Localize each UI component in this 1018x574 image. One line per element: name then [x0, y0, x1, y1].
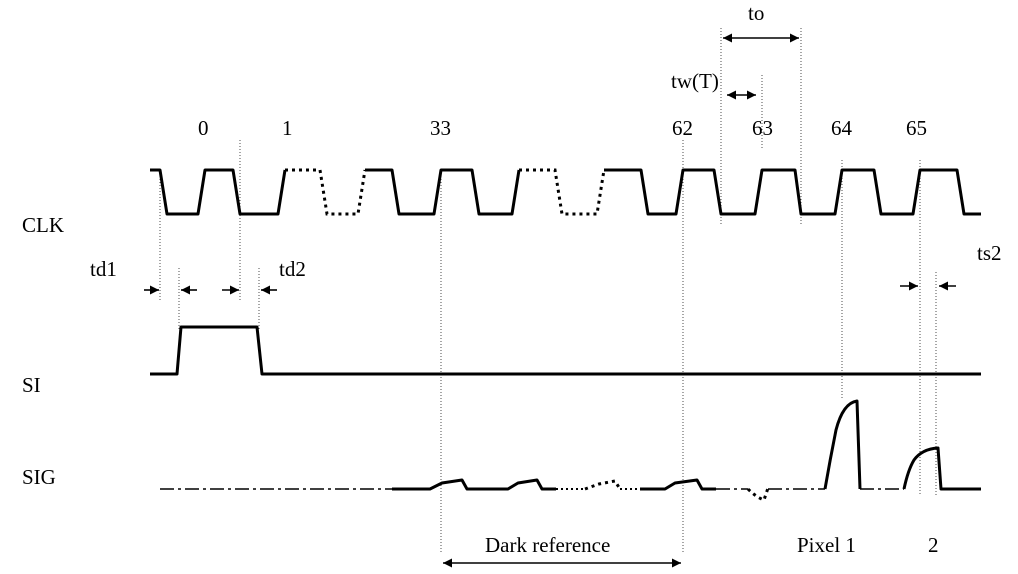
- clk-label: CLK: [22, 213, 64, 237]
- clock-label-62: 62: [672, 116, 693, 140]
- clock-label-64: 64: [831, 116, 853, 140]
- guide-lines: [159, 28, 937, 552]
- tw-label: tw(T): [671, 69, 719, 93]
- clock-label-1: 1: [282, 116, 293, 140]
- ts2-label: ts2: [977, 241, 1002, 265]
- clock-label-0: 0: [198, 116, 209, 140]
- sig-waveform: [160, 399, 981, 502]
- clk-waveform: [150, 168, 981, 216]
- to-label: to: [748, 1, 764, 25]
- pixel2-label: 2: [928, 533, 939, 557]
- si-waveform: [150, 325, 981, 376]
- dark-reference-label: Dark reference: [485, 533, 610, 557]
- clock-cycle-labels: 0 1 33 62 63 64 65: [198, 116, 927, 140]
- td1-label: td1: [90, 257, 117, 281]
- timing-arrows: [144, 33, 956, 568]
- pixel1-label: Pixel 1: [797, 533, 856, 557]
- clock-label-33: 33: [430, 116, 451, 140]
- sig-label: SIG: [22, 465, 56, 489]
- si-label: SI: [22, 373, 41, 397]
- clock-label-63: 63: [752, 116, 773, 140]
- td2-label: td2: [279, 257, 306, 281]
- clock-label-65: 65: [906, 116, 927, 140]
